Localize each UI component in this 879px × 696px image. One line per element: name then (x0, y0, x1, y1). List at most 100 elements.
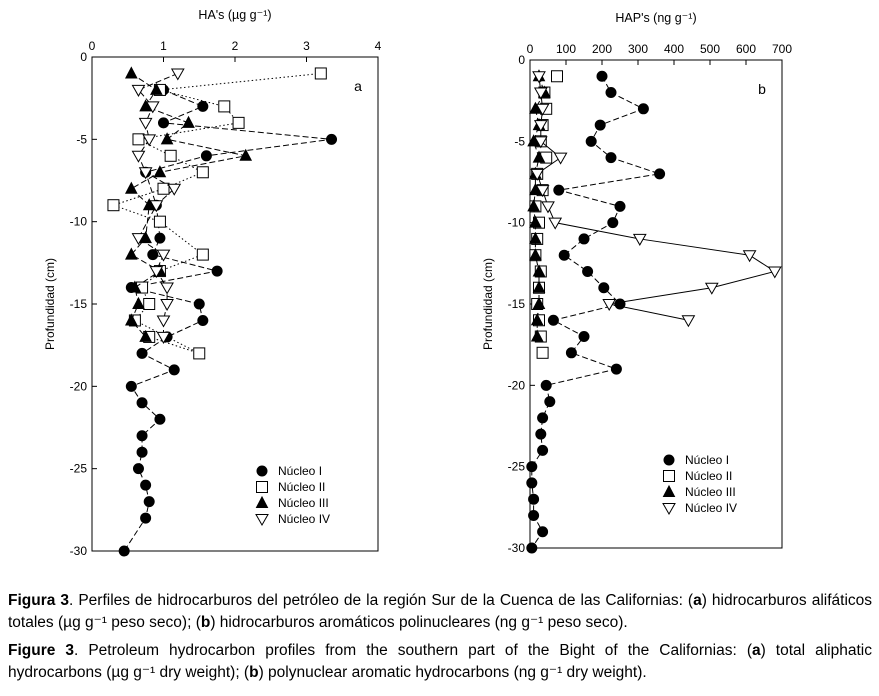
panel-b-series-1-point (537, 444, 549, 456)
panel-b-series-1-point (596, 70, 608, 82)
panel-a-series-4-point (142, 134, 157, 147)
panel-b-x-tick-label: 100 (556, 42, 576, 56)
panel-b-series-1-point (526, 542, 538, 554)
caption-es-b: b (200, 614, 211, 631)
panel-b-y-tick-label: -15 (508, 297, 526, 311)
panel-a-series-2-point (143, 298, 156, 310)
panel-b-x-tick-label: 700 (772, 42, 792, 56)
panel-a-series-2-point (157, 182, 170, 195)
panel-b-series-1-point (610, 363, 622, 375)
panel-b-series-1-point (607, 217, 619, 229)
panel-b-series-1-point (553, 184, 565, 196)
panel-b-legend-marker (663, 454, 675, 466)
panel-b-series-4-point (533, 136, 548, 149)
panel-b-series-1-point (544, 396, 556, 408)
panel-a-series-1-point (136, 397, 148, 409)
panel-b-series-3-point (532, 150, 546, 163)
panel-a-y-tick-label: -30 (70, 544, 88, 558)
panel-a-x-axis-label: HA's (µg g⁻¹) (198, 8, 271, 22)
panel-b-y-tick-label: -30 (508, 541, 526, 555)
panel-a-series-2-point (196, 248, 209, 261)
panel-b-series-3-point (530, 329, 544, 342)
panel-b-series-4-point (704, 282, 719, 295)
panel-a-series-4-line (137, 73, 178, 337)
panel-a-series-3-point (124, 313, 138, 326)
panel-b-panel-letter: b (758, 81, 766, 97)
panel-a-series-1-point (118, 545, 130, 557)
panel-a-series-4-point (145, 101, 160, 114)
panel-a-series-1-point (140, 512, 152, 524)
panel-a-series-2-point (232, 116, 245, 129)
panel-b-series-1-line (531, 76, 660, 549)
panel-a-series-1-point (168, 364, 180, 376)
caption-en-a: a (751, 642, 761, 659)
caption-en-text-2: ) total aliphatic hydrocarbons (µg g⁻¹ d… (8, 642, 872, 681)
panel-b-series-1-point (547, 314, 559, 326)
panel-b-series-2-point (536, 346, 549, 359)
panel-b-x-tick-label: 400 (664, 42, 684, 56)
panel-b-y-tick-label: -5 (514, 134, 525, 148)
panel-a-chart: 0 1 2 3 4 0 -5 -10 -15 -20 -25 -30 HA's (µg g⁻¹) Prof… (43, 8, 382, 558)
panel-a-y-tick-label: -25 (70, 462, 88, 476)
panel-a-series-4-point (131, 233, 146, 246)
panel-a-series-4-point (156, 331, 171, 344)
panel-a-series-4-point (160, 299, 174, 312)
panel-a-series-1-point (125, 380, 137, 392)
caption-es-label: Figura 3 (8, 592, 70, 609)
panel-a-series-1-point (158, 117, 169, 129)
panel-b-series-1-point (614, 298, 626, 310)
panel-b-series-1-point (594, 119, 606, 131)
panel-a-series-1-point (136, 446, 148, 458)
panel-a-y-tick-label: 0 (80, 50, 87, 64)
caption-spanish: Figura 3. Perfiles de hidrocarburos del … (8, 590, 872, 634)
panel-a-series-4-point (149, 200, 164, 213)
panel-a-series-2-point (218, 100, 231, 113)
panel-b-series-1-point (540, 379, 552, 391)
panel-a-legend-label: Núcleo II (278, 480, 325, 494)
panel-a-series-3-line (130, 73, 246, 338)
panel-b-series-4-point (533, 120, 548, 133)
panel-a-series-1-point (197, 100, 209, 112)
panel-a-series-1-point (136, 347, 148, 359)
panel-a-series-2-point (196, 166, 209, 179)
panel-b-series-1-point (537, 412, 549, 424)
panel-b-series-4-point (742, 250, 757, 263)
panel-b-series-3-point (530, 313, 544, 326)
panel-a-series-1-point (136, 430, 148, 442)
panel-b-series-1-point (535, 428, 547, 440)
panel-b-series-3-point (532, 296, 546, 309)
panel-b-series-1-point (582, 265, 594, 277)
panel-a-series-1-point (154, 232, 166, 244)
panel-b-legend-label: Núcleo I (685, 453, 729, 467)
panel-a-x-tick-label: 0 (89, 39, 96, 53)
panel-a-series-4-point (170, 68, 185, 81)
panel-b-y-tick-label: -25 (508, 460, 526, 474)
panel-b-series-1-point (654, 168, 666, 180)
panel-a-series-4-point (167, 183, 182, 196)
panel-a-series-3-point (124, 66, 138, 79)
panel-b-legend-marker (662, 503, 676, 516)
panel-a-series-2-point (193, 347, 206, 360)
panel-b-x-tick-label: 500 (700, 42, 720, 56)
panel-b-series-3-point (527, 199, 540, 212)
panel-a-series-1-point (132, 463, 144, 475)
panel-a-series-1-point (147, 249, 159, 261)
panel-a-series-4-point (156, 249, 171, 262)
panel-b-series-3-point (529, 215, 542, 228)
panel-b-x-tick-label: 0 (527, 42, 534, 56)
panel-a-series-4-point (149, 266, 164, 279)
caption-en-label: Figure 3 (8, 642, 75, 659)
panel-b-series-1-point (585, 135, 597, 147)
panel-b-legend-marker (663, 470, 675, 482)
panel-b-series-1-point (578, 331, 590, 343)
panel-b-series-4-point (533, 87, 548, 100)
panel-a-y-tick-label: -5 (76, 132, 87, 146)
panel-a-series-1-point (326, 133, 338, 145)
panel-b-series-4-point (532, 71, 546, 84)
panel-b-series-1 (526, 70, 666, 554)
panel-b-y-tick-label: -10 (508, 216, 526, 230)
panel-b-series-3-point (529, 248, 542, 261)
panel-a-series-2 (107, 67, 327, 360)
panel-a-series-3-point (132, 296, 145, 309)
panel-a-series-2-line (111, 72, 321, 354)
